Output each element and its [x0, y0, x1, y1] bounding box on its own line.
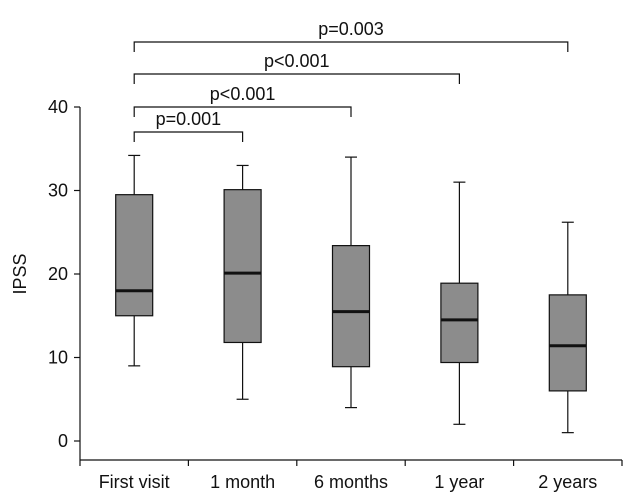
iqr-box [115, 194, 154, 317]
y-tick-label: 30 [48, 181, 68, 201]
box-2 [331, 156, 371, 409]
iqr-box [548, 294, 587, 392]
p-value-label: p<0.001 [210, 84, 276, 104]
bracket-line [133, 41, 569, 52]
x-tick-label: 1 year [434, 472, 484, 492]
box-3 [440, 181, 479, 425]
bracket-0: p=0.001 [133, 109, 244, 142]
bracket-2: p<0.001 [133, 51, 460, 84]
significance-brackets: p=0.001 p<0.001 p<0.001 p=0.003 [133, 19, 569, 142]
x-tick-label: 6 months [314, 472, 388, 492]
y-tick-label: 10 [48, 348, 68, 368]
box-4 [548, 221, 587, 434]
y-axis-label: IPSS [10, 253, 30, 294]
bracket-line [133, 131, 244, 142]
p-value-label: p=0.003 [318, 19, 384, 39]
box-1 [223, 164, 262, 400]
bracket-1: p<0.001 [133, 84, 352, 117]
y-tick-label: 20 [48, 264, 68, 284]
iqr-box [331, 245, 371, 368]
bracket-line [133, 73, 460, 84]
iqr-box [223, 189, 262, 344]
x-tick-label: 2 years [538, 472, 597, 492]
bracket-line [133, 106, 352, 117]
y-tick-label: 40 [48, 97, 68, 117]
boxes [115, 154, 587, 434]
iqr-box [440, 282, 479, 364]
bracket-3: p=0.003 [133, 19, 569, 52]
y-tick-label: 0 [58, 431, 68, 451]
x-tick-label: 1 month [210, 472, 275, 492]
p-value-label: p<0.001 [264, 51, 330, 71]
x-tick-label: First visit [99, 472, 170, 492]
p-value-label: p=0.001 [156, 109, 222, 129]
box-0 [115, 154, 154, 367]
axes: 0 10 20 30 40 IPSS First visit 1 month 6 months 1… [10, 97, 623, 492]
